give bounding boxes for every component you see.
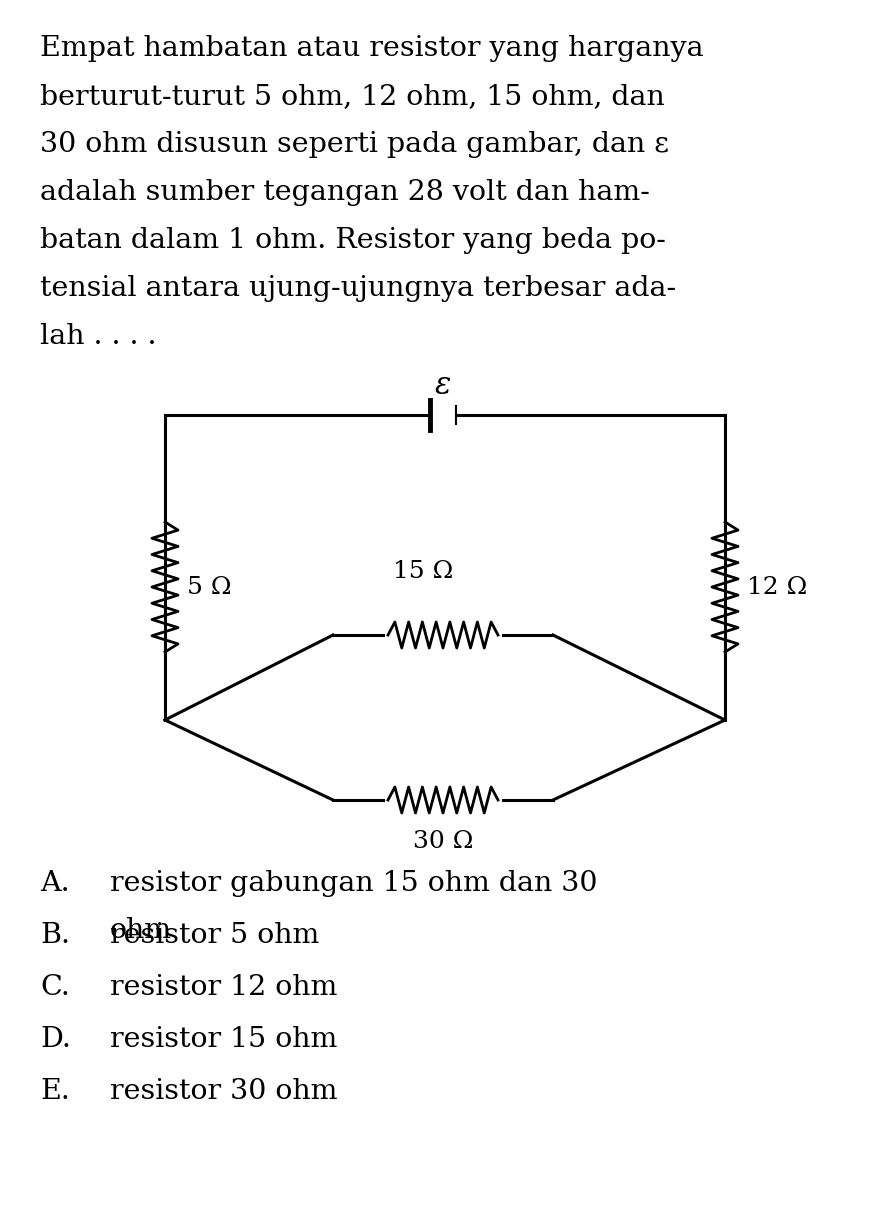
- Text: C.: C.: [40, 974, 70, 1001]
- Text: batan dalam 1 ohm. Resistor yang beda po-: batan dalam 1 ohm. Resistor yang beda po…: [40, 227, 666, 254]
- Text: resistor 5 ohm: resistor 5 ohm: [110, 922, 320, 949]
- Text: ε: ε: [434, 370, 451, 402]
- Text: 30 ohm disusun seperti pada gambar, dan ε: 30 ohm disusun seperti pada gambar, dan …: [40, 131, 669, 158]
- Text: adalah sumber tegangan 28 volt dan ham-: adalah sumber tegangan 28 volt dan ham-: [40, 179, 650, 206]
- Text: B.: B.: [40, 922, 70, 949]
- Text: Empat hambatan atau resistor yang harganya: Empat hambatan atau resistor yang hargan…: [40, 36, 704, 61]
- Text: resistor 12 ohm: resistor 12 ohm: [110, 974, 337, 1001]
- Text: resistor 15 ohm: resistor 15 ohm: [110, 1027, 337, 1052]
- Text: 30 Ω: 30 Ω: [413, 830, 473, 853]
- Text: 12 Ω: 12 Ω: [747, 576, 807, 598]
- Text: lah . . . .: lah . . . .: [40, 323, 156, 350]
- Text: 5 Ω: 5 Ω: [187, 576, 231, 598]
- Text: berturut-turut 5 ohm, 12 ohm, 15 ohm, dan: berturut-turut 5 ohm, 12 ohm, 15 ohm, da…: [40, 84, 665, 111]
- Text: ohm: ohm: [110, 917, 172, 944]
- Text: resistor gabungan 15 ohm dan 30: resistor gabungan 15 ohm dan 30: [110, 869, 598, 896]
- Text: E.: E.: [40, 1078, 70, 1105]
- Text: A.: A.: [40, 869, 70, 896]
- Text: D.: D.: [40, 1027, 71, 1052]
- Text: tensial antara ujung-ujungnya terbesar ada-: tensial antara ujung-ujungnya terbesar a…: [40, 275, 676, 302]
- Text: resistor 30 ohm: resistor 30 ohm: [110, 1078, 337, 1105]
- Text: 15 Ω: 15 Ω: [393, 560, 453, 583]
